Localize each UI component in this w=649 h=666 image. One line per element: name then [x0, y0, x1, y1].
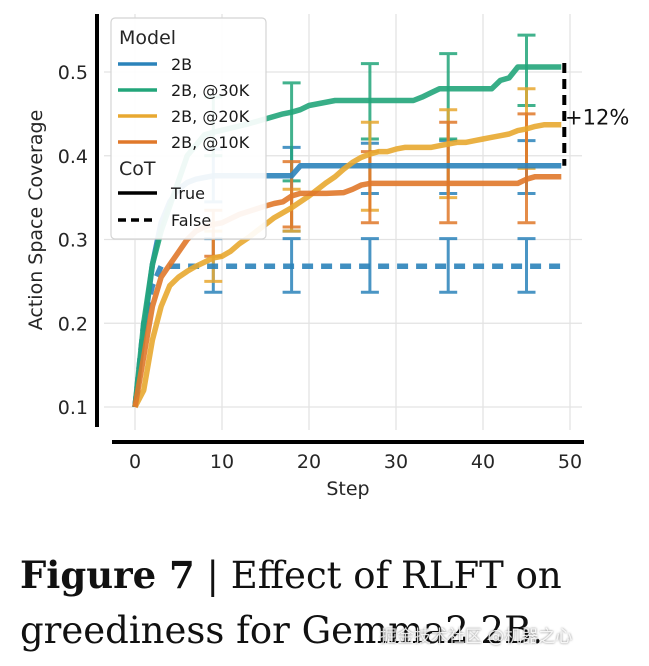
- legend-label: False: [171, 211, 211, 230]
- caption-separator: |: [206, 554, 219, 597]
- legend-cot-title: CoT: [119, 158, 156, 180]
- error-bar: [439, 237, 458, 294]
- y-tick-label: 0.1: [58, 397, 88, 419]
- y-tick-label: 0.2: [58, 313, 88, 335]
- y-tick-label: 0.5: [58, 62, 88, 84]
- x-tick-label: 20: [297, 451, 321, 473]
- series-line: [132, 173, 562, 408]
- x-tick-label: 40: [471, 451, 495, 473]
- legend-label: 2B, @20K: [171, 107, 250, 126]
- legend: Model 2B 2B, @30K 2B, @20K 2B, @10K CoT Tru…: [110, 17, 267, 240]
- legend-label: 2B: [171, 55, 192, 74]
- series-line: [132, 122, 562, 409]
- legend-model-title: Model: [119, 27, 176, 49]
- y-tick-label: 0.3: [58, 230, 88, 252]
- x-tick-label: 30: [384, 451, 408, 473]
- caption-text: Effect of RLFT on greediness for Gemma2 …: [20, 554, 562, 652]
- error-bar: [439, 120, 458, 225]
- error-bar: [517, 237, 536, 294]
- y-axis-label: Action Space Coverage: [25, 110, 47, 331]
- x-tick-label: 50: [558, 451, 582, 473]
- x-tick-label: 0: [129, 451, 141, 473]
- axes: [95, 14, 584, 444]
- x-axis-label: Step: [326, 478, 369, 500]
- figure-caption: Figure 7 | Effect of RLFT on greediness …: [20, 548, 645, 658]
- series-line: [132, 263, 562, 408]
- legend-box: [110, 17, 267, 240]
- tick-labels: 0 10 20 30 40 50 0.1 0.2 0.3 0.4 0.5: [58, 62, 582, 473]
- legend-label: True: [170, 184, 205, 203]
- annotation-label: +12%: [565, 105, 629, 129]
- x-tick-label: 10: [210, 451, 234, 473]
- y-tick-label: 0.4: [58, 146, 88, 168]
- watermark: 掘金技术社区 @机器之心: [380, 627, 573, 647]
- legend-label: 2B, @30K: [171, 81, 250, 100]
- legend-label: 2B, @10K: [171, 133, 250, 152]
- chart: 0 10 20 30 40 50 0.1 0.2 0.3 0.4 0.5 Step Action S…: [25, 14, 629, 500]
- figure-label: Figure 7: [20, 553, 195, 597]
